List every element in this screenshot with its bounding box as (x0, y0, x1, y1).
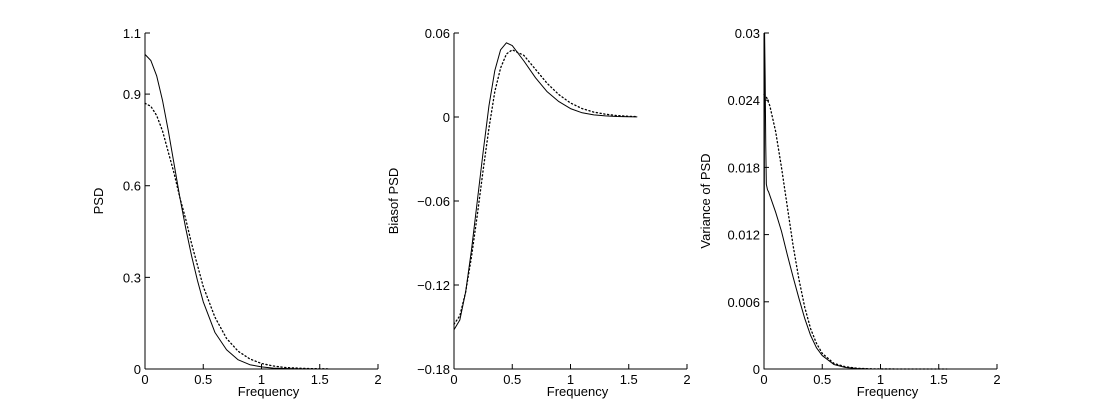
chart-variance-series-dotted (763, 93, 948, 370)
chart-variance-ylabel: Variance of PSD (698, 153, 713, 248)
chart-variance-xtick-label: 1 (877, 372, 884, 387)
chart-variance-ytick-label: 0.006 (727, 295, 760, 310)
chart-bias: 0 0.5 1 1.5 2 −0.18 −0.12 −0.06 0 0.06 Frequency Bi… (386, 26, 691, 399)
chart-variance-ytick-label: 0.03 (735, 26, 760, 41)
chart-bias-series-dotted (453, 49, 638, 325)
chart-psd-xlabel: Frequency (238, 384, 300, 399)
chart-variance-xtick-label: 1.5 (930, 372, 948, 387)
chart-variance-ytick-label: 0.024 (727, 93, 760, 108)
chart-psd-ytick-label: 0.9 (123, 87, 141, 102)
chart-bias-xlabel: Frequency (547, 384, 609, 399)
chart-bias-ytick-label: 0.06 (425, 26, 450, 41)
chart-bias-ytick-label: 0 (443, 110, 450, 125)
chart-variance-ytick-label: 0.018 (727, 160, 760, 175)
chart-psd-ylabel: PSD (91, 188, 106, 215)
chart-bias-series-solid (453, 42, 638, 331)
chart-psd: 0 0.5 1 1.5 2 0 0.3 0.6 0.9 1.1 Frequency PSD (91, 26, 382, 399)
chart-psd-ytick-label: 0.6 (123, 179, 141, 194)
chart-psd-xtick-label: 1 (258, 372, 265, 387)
chart-variance: 0 0.5 1 1.5 2 0 0.006 0.012 0.018 0.024 0.03 Freque… (698, 26, 1001, 399)
chart-variance-ytick-label: 0.012 (727, 228, 760, 243)
chart-bias-xtick-label: 1 (567, 372, 574, 387)
chart-bias-ylabel: Biasof PSD (386, 168, 401, 234)
chart-psd-ytick-label: 0 (134, 362, 141, 377)
chart-variance-ytick-label: 0 (753, 362, 760, 377)
chart-variance-xtick-label: 0 (760, 372, 767, 387)
chart-bias-xtick-label: 2 (683, 372, 690, 387)
chart-bias-xtick-label: 1.5 (620, 372, 638, 387)
chart-psd-xtick-label: 1.5 (311, 372, 329, 387)
chart-variance-xtick-label: 2 (993, 372, 1000, 387)
chart-bias-xtick-label: 0.5 (503, 372, 521, 387)
panels: 0 0.5 1 1.5 2 0 0.3 0.6 0.9 1.1 Frequency PSD 0 0.5 1 1… (91, 26, 1001, 399)
chart-variance-xtick-label: 0.5 (813, 372, 831, 387)
chart-bias-xtick-label: 0 (450, 372, 457, 387)
chart-bias-ytick-label: −0.18 (417, 362, 450, 377)
chart-psd-ytick-label: 0.3 (123, 270, 141, 285)
chart-psd-series-solid (144, 53, 329, 370)
chart-variance-xlabel: Frequency (857, 384, 919, 399)
chart-psd-xtick-label: 2 (374, 372, 381, 387)
chart-bias-ytick-label: −0.06 (417, 194, 450, 209)
chart-psd-xtick-label: 0 (141, 372, 148, 387)
chart-bias-ytick-label: −0.12 (417, 278, 450, 293)
chart-psd-xtick-label: 0.5 (194, 372, 212, 387)
chart-psd-ytick-label: 1.1 (123, 26, 141, 41)
chart-variance-series-solid (763, 32, 948, 370)
